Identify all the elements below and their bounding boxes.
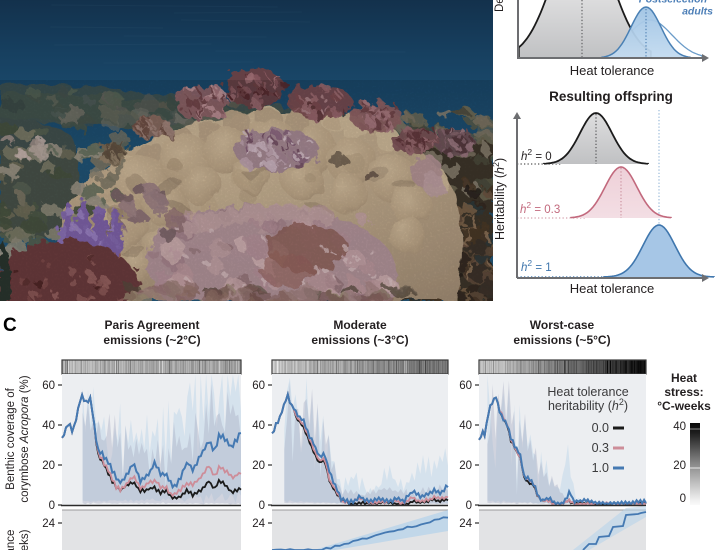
svg-text:0.3: 0.3 bbox=[592, 441, 609, 455]
svg-text:h2 = 1: h2 = 1 bbox=[521, 258, 552, 274]
svg-text:0: 0 bbox=[466, 500, 472, 512]
svg-text:40: 40 bbox=[252, 420, 265, 432]
svg-text:Resulting offspring: Resulting offspring bbox=[549, 89, 673, 104]
svg-text:C: C bbox=[3, 315, 17, 336]
svg-text:heritability (h2): heritability (h2) bbox=[548, 397, 628, 413]
svg-text:Postselection: Postselection bbox=[639, 0, 707, 6]
svg-text:1.0: 1.0 bbox=[592, 461, 609, 475]
svg-text:emissions (~3°C): emissions (~3°C) bbox=[311, 333, 408, 347]
svg-text:Heritability (h2): Heritability (h2) bbox=[491, 158, 507, 240]
svg-text:Moderate: Moderate bbox=[333, 318, 387, 332]
svg-text:Paris Agreement: Paris Agreement bbox=[105, 318, 200, 332]
svg-text:Heat: Heat bbox=[671, 371, 697, 385]
svg-text:corymbose Acropora (%): corymbose Acropora (%) bbox=[19, 375, 31, 502]
svg-text:40: 40 bbox=[42, 420, 55, 432]
svg-text:60: 60 bbox=[42, 380, 55, 392]
svg-text:24: 24 bbox=[459, 518, 472, 530]
svg-text:24: 24 bbox=[42, 518, 55, 530]
svg-text:Worst-case: Worst-case bbox=[530, 318, 595, 332]
svg-text:0: 0 bbox=[49, 500, 55, 512]
svg-text:emissions (~2°C): emissions (~2°C) bbox=[103, 333, 200, 347]
svg-text:0.0: 0.0 bbox=[592, 421, 609, 435]
svg-text:°C-weeks: °C-weeks bbox=[657, 399, 711, 413]
svg-text:Heat tolerance: Heat tolerance bbox=[570, 281, 655, 296]
svg-text:20: 20 bbox=[459, 460, 472, 472]
svg-text:emissions (~5°C): emissions (~5°C) bbox=[513, 333, 610, 347]
svg-text:60: 60 bbox=[459, 380, 472, 392]
svg-text:Benthic coverage of: Benthic coverage of bbox=[5, 387, 17, 489]
svg-text:h2 = 0.3: h2 = 0.3 bbox=[520, 200, 560, 216]
svg-text:24: 24 bbox=[252, 518, 265, 530]
svg-text:20: 20 bbox=[673, 460, 686, 472]
svg-text:h2 = 0: h2 = 0 bbox=[521, 147, 552, 163]
svg-text:Heat tolerance: Heat tolerance bbox=[547, 385, 628, 399]
svg-text:0: 0 bbox=[259, 500, 265, 512]
svg-text:0: 0 bbox=[680, 493, 686, 505]
svg-text:adults: adults bbox=[682, 6, 713, 18]
svg-text:Heat tolerance: Heat tolerance bbox=[570, 63, 655, 78]
svg-text:40: 40 bbox=[673, 421, 686, 433]
svg-text:(°C-weeks): (°C-weeks) bbox=[19, 529, 31, 550]
svg-text:40: 40 bbox=[459, 420, 472, 432]
svg-text:20: 20 bbox=[252, 460, 265, 472]
svg-text:60: 60 bbox=[252, 380, 265, 392]
svg-text:stress:: stress: bbox=[664, 385, 703, 399]
svg-text:20: 20 bbox=[42, 460, 55, 472]
svg-text:Heat tolerance: Heat tolerance bbox=[5, 530, 17, 550]
svg-text:Density: Density bbox=[494, 0, 506, 12]
